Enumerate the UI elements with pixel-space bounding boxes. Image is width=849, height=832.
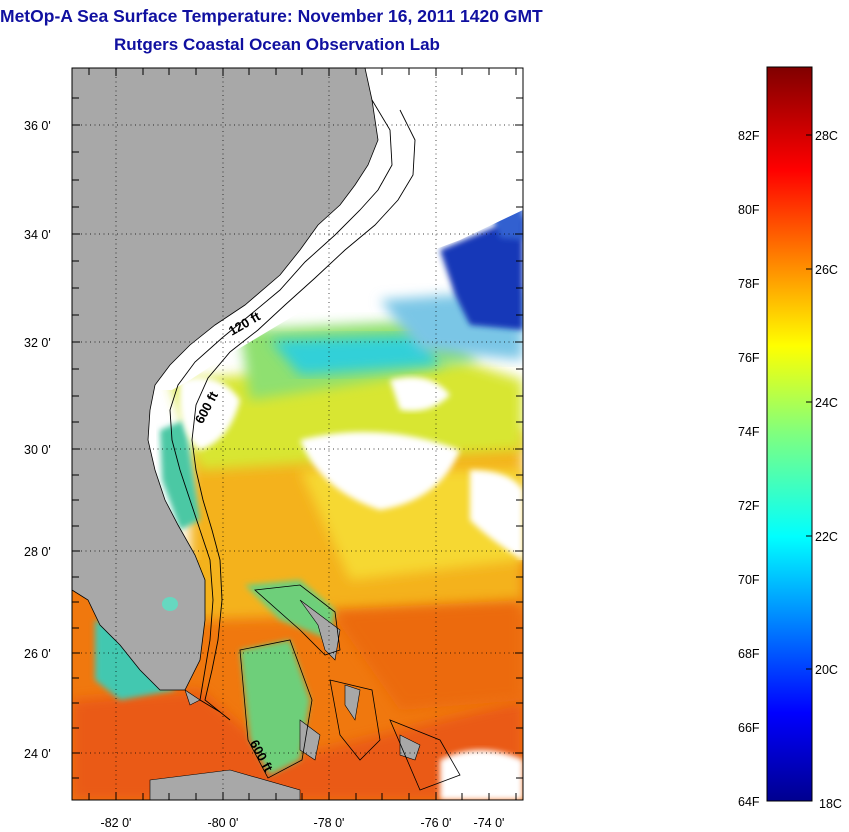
lat-label: 34 0' xyxy=(24,228,51,242)
colorbar-c-label: 28C xyxy=(815,129,838,143)
sst-field xyxy=(72,68,523,800)
colorbar-c-label: 20C xyxy=(815,663,838,677)
colorbar-ticks xyxy=(806,134,812,670)
map-ticks xyxy=(72,68,523,800)
colorbar-f-label: 78F xyxy=(738,277,760,291)
colorbar-f-label: 72F xyxy=(738,499,760,513)
lon-label: -78 0' xyxy=(314,816,345,830)
colorbar-f-label: 68F xyxy=(738,647,760,661)
colorbar-f-label: 76F xyxy=(738,351,760,365)
colorbar-c-label: 26C xyxy=(815,263,838,277)
colorbar-f-label: 82F xyxy=(738,129,760,143)
lat-label: 24 0' xyxy=(24,747,51,761)
land-mass xyxy=(72,68,379,691)
contour-120ft xyxy=(169,99,393,713)
lat-label: 32 0' xyxy=(24,336,51,350)
contour-600ft xyxy=(191,109,416,721)
colorbar-c-label: 18C xyxy=(819,797,842,811)
colorbar-c-label: 24C xyxy=(815,396,838,410)
lat-label: 36 0' xyxy=(24,119,51,133)
map-border xyxy=(71,67,524,801)
colorbar-c-label: 22C xyxy=(815,530,838,544)
lat-label: 28 0' xyxy=(24,545,51,559)
colorbar-f-label: 74F xyxy=(738,425,760,439)
map-gridlines xyxy=(72,68,523,800)
map-title: MetOp-A Sea Surface Temperature: Novembe… xyxy=(0,6,543,26)
lon-label: -76 0' xyxy=(421,816,452,830)
map-subtitle: Rutgers Coastal Ocean Observation Lab xyxy=(114,35,440,54)
colorbar-f-label: 66F xyxy=(738,721,760,735)
lat-label: 26 0' xyxy=(24,647,51,661)
lon-label: -80 0' xyxy=(208,816,239,830)
colorbar-f-label: 70F xyxy=(738,573,760,587)
lon-label: -82 0' xyxy=(101,816,132,830)
colorbar xyxy=(766,66,813,802)
lat-label: 30 0' xyxy=(24,443,51,457)
colorbar-f-label: 80F xyxy=(738,203,760,217)
lon-label: -74 0' xyxy=(474,816,505,830)
colorbar-f-label: 64F xyxy=(738,795,760,809)
